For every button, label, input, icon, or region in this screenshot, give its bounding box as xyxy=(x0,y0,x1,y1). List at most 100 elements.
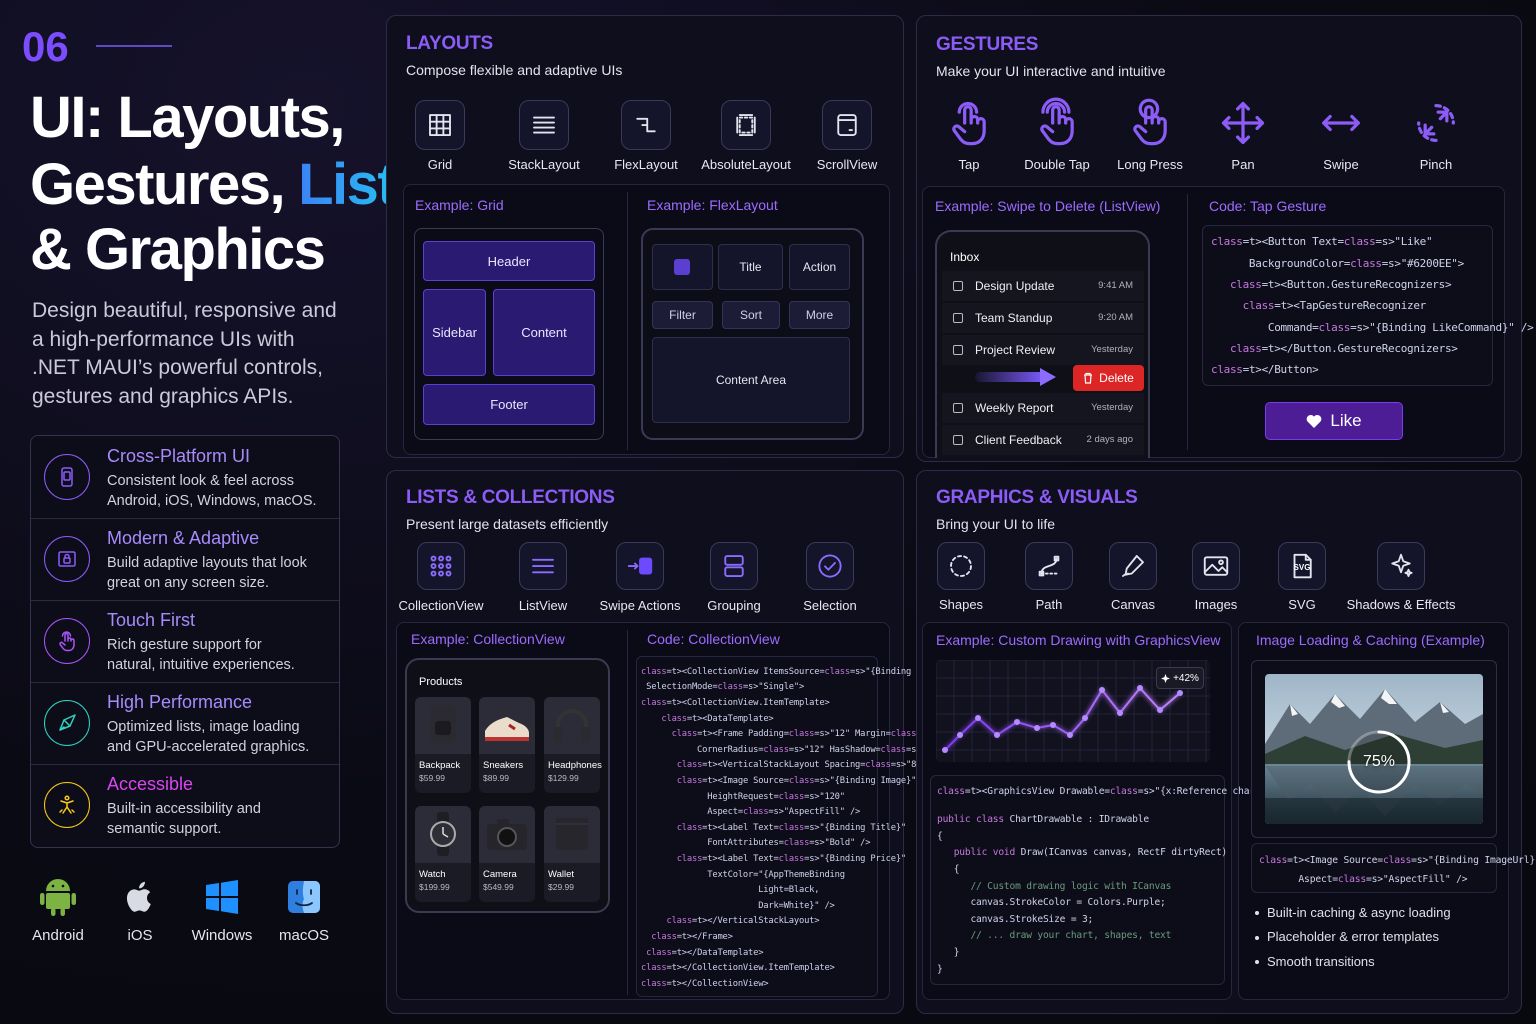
feature-icon xyxy=(631,110,661,140)
icon-graphic xyxy=(1040,368,1056,386)
icon-graphic xyxy=(59,714,76,731)
like-button[interactable]: Like xyxy=(1265,402,1403,440)
row-title: Client Feedback xyxy=(975,432,1062,447)
delete-button[interactable]: Delete xyxy=(1073,365,1144,391)
feature-title: Touch First xyxy=(107,610,196,631)
icon-graphic xyxy=(126,881,151,912)
product-price: $549.99 xyxy=(483,882,514,893)
code-line: { xyxy=(937,864,960,876)
row-bg xyxy=(942,335,1144,365)
feature-icon xyxy=(1217,97,1269,149)
product-image xyxy=(544,806,600,863)
feature-icon xyxy=(1287,551,1317,581)
row-title: Weekly Report xyxy=(975,400,1054,415)
icon-label: Tap xyxy=(958,156,980,172)
feature-icon-frame xyxy=(1192,542,1240,590)
feature-icon-frame xyxy=(806,542,854,590)
icon-graphic xyxy=(1038,555,1060,577)
feature-icon xyxy=(55,793,79,817)
swipe-track xyxy=(975,372,1045,382)
icon-graphic xyxy=(1203,556,1229,576)
feature-icon-ring xyxy=(44,536,90,582)
feature-title: Accessible xyxy=(107,774,194,795)
products-title: Products xyxy=(419,676,463,689)
code-line: SelectionMode=class=s>"Single"> xyxy=(641,682,805,693)
row-title: Team Standup xyxy=(975,310,1053,325)
bullet-dot xyxy=(1255,935,1259,940)
icon-graphic xyxy=(206,880,238,914)
code-line: class=t><CollectionView.ItemTemplate> xyxy=(641,698,830,709)
icon-graphic xyxy=(430,705,456,743)
like-label: Like xyxy=(1330,411,1362,430)
feature-title: High Performance xyxy=(107,692,253,713)
feature-title: Cross-Platform UI xyxy=(107,446,251,467)
progress-arc xyxy=(1347,730,1411,794)
feature-icon-frame xyxy=(822,100,872,150)
code-line: class=t><Label Text=class=s>"{Binding Ti… xyxy=(676,822,907,833)
icon-graphic xyxy=(429,114,451,136)
product-name: Backpack xyxy=(419,760,461,772)
feature-icon-frame xyxy=(1109,542,1157,590)
feature-icon xyxy=(426,551,456,581)
example-title: Example: Custom Drawing with GraphicsVie… xyxy=(936,632,1221,649)
feature-title: Modern & Adaptive xyxy=(107,528,260,549)
code-line: class=t><VerticalStackLayout Spacing=cla… xyxy=(676,760,927,771)
icon-graphic xyxy=(818,554,842,578)
icon-graphic xyxy=(533,116,555,134)
icon-label: Path xyxy=(1035,596,1063,612)
example-title: Code: CollectionView xyxy=(647,631,780,648)
code-line: class=t><Image Source=class=s>"{Binding … xyxy=(676,776,917,787)
product-name: Headphones xyxy=(548,760,602,772)
feature-divider xyxy=(31,682,339,683)
feature-text: and GPU-accelerated graphics. xyxy=(107,738,310,755)
icon-label: Grid xyxy=(427,156,453,172)
code-line: class=t></CollectionView> xyxy=(641,978,769,989)
product-image xyxy=(544,697,600,754)
inbox-title: Inbox xyxy=(950,249,980,264)
feature-icon xyxy=(55,629,79,653)
row-icon xyxy=(953,281,963,291)
icon-graphic xyxy=(1265,674,1483,824)
code-line: class=t><DataTemplate> xyxy=(661,713,774,724)
code-line: class=t><Frame Padding=class=s>"12" Marg… xyxy=(671,729,947,740)
frame-divider xyxy=(627,192,628,450)
icon-graphic xyxy=(1133,98,1167,146)
flex-chip: More xyxy=(789,301,850,329)
platform-label: macOS xyxy=(278,926,330,944)
feature-divider xyxy=(31,600,339,601)
platform-icon xyxy=(38,877,78,917)
panel-subtitle: Bring your UI to life xyxy=(936,516,1056,533)
panel-title: LAYOUTS xyxy=(406,32,493,54)
feature-icon xyxy=(55,465,79,489)
feature-icon-frame xyxy=(1377,542,1425,590)
code-line: canvas.StrokeSize = 3; xyxy=(937,913,1094,925)
feature-icon-ring xyxy=(44,618,90,664)
code-line: FontAttributes=class=s>"Bold" /> xyxy=(641,838,871,849)
row-bg xyxy=(942,303,1144,333)
icon-label: Selection xyxy=(803,597,857,613)
grid-cell: Sidebar xyxy=(423,289,486,376)
feature-icon xyxy=(55,711,79,735)
feature-icon xyxy=(946,551,976,581)
feature-icon xyxy=(719,551,749,581)
feature-text: natural, intuitive experiences. xyxy=(107,656,295,673)
product-name: Sneakers xyxy=(483,760,524,772)
flex-cell: Action xyxy=(789,244,850,290)
feature-text: Built-in accessibility and xyxy=(107,800,261,817)
code-box xyxy=(1202,225,1493,386)
feature-icon-ring xyxy=(44,700,90,746)
platform-label: Windows xyxy=(191,926,253,944)
feature-icon xyxy=(625,551,655,581)
grid-cell: Footer xyxy=(423,384,595,425)
icon-label: CollectionView xyxy=(398,597,484,613)
feature-divider xyxy=(31,518,339,519)
icon-graphic xyxy=(430,555,452,577)
section-number: 06 xyxy=(22,22,69,70)
feature-icon-frame xyxy=(519,100,569,150)
platform-label: iOS xyxy=(127,926,153,944)
feature-icon-frame xyxy=(710,542,758,590)
feature-icon-frame xyxy=(937,542,985,590)
feature-icon-ring xyxy=(44,782,90,828)
icon-label: Canvas xyxy=(1110,596,1156,612)
icon-label: Swipe xyxy=(1323,156,1359,172)
